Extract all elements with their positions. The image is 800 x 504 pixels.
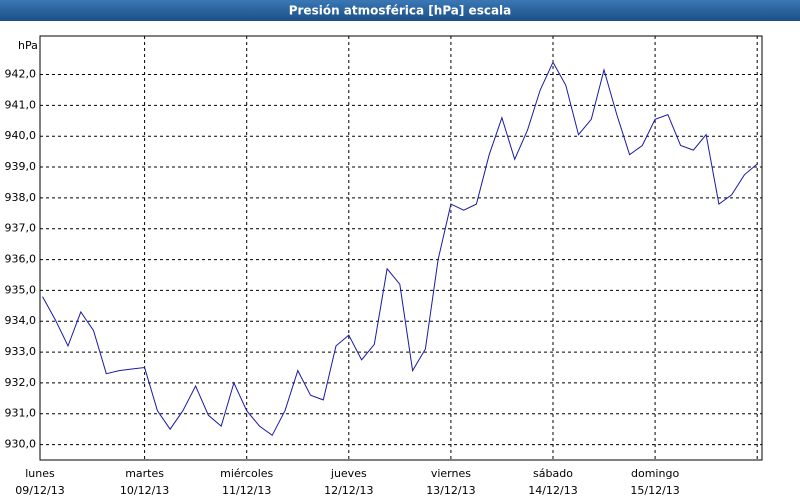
x-tick-day: lunes — [25, 467, 55, 480]
x-tick-date: 10/12/13 — [120, 484, 169, 497]
y-tick-label: 932,0 — [5, 376, 37, 389]
plot-frame — [39, 35, 763, 461]
x-tick-date: 14/12/13 — [528, 484, 577, 497]
pressure-line — [42, 61, 758, 437]
y-tick-label: 935,0 — [5, 283, 37, 296]
y-tick-label: 940,0 — [5, 129, 37, 142]
y-tick-label: 938,0 — [5, 191, 37, 204]
chart-title: Presión atmosférica [hPa] escala — [289, 4, 512, 18]
x-tick-date: 09/12/13 — [15, 484, 64, 497]
x-tick-day: jueves — [330, 467, 367, 480]
y-tick-label: 931,0 — [5, 407, 37, 420]
x-tick-date: 13/12/13 — [426, 484, 475, 497]
y-tick-label: 934,0 — [5, 314, 37, 327]
x-tick-day: martes — [125, 467, 164, 480]
y-tick-label: 941,0 — [5, 98, 37, 111]
x-tick-day: miércoles — [220, 467, 273, 480]
x-tick-day: viernes — [431, 467, 471, 480]
x-tick-day: domingo — [631, 467, 679, 480]
x-tick-date: 11/12/13 — [222, 484, 271, 497]
x-tick-day: sábado — [533, 467, 573, 480]
y-tick-label: 930,0 — [5, 438, 37, 451]
y-tick-label: 933,0 — [5, 345, 37, 358]
title-bar — [0, 0, 800, 21]
y-tick-label: 939,0 — [5, 160, 37, 173]
x-tick-date: 15/12/13 — [630, 484, 679, 497]
y-axis-label: hPa — [18, 39, 38, 52]
y-tick-label: 937,0 — [5, 222, 37, 235]
y-tick-label: 936,0 — [5, 253, 37, 266]
x-tick-date: 12/12/13 — [324, 484, 373, 497]
y-tick-label: 942,0 — [5, 68, 37, 81]
